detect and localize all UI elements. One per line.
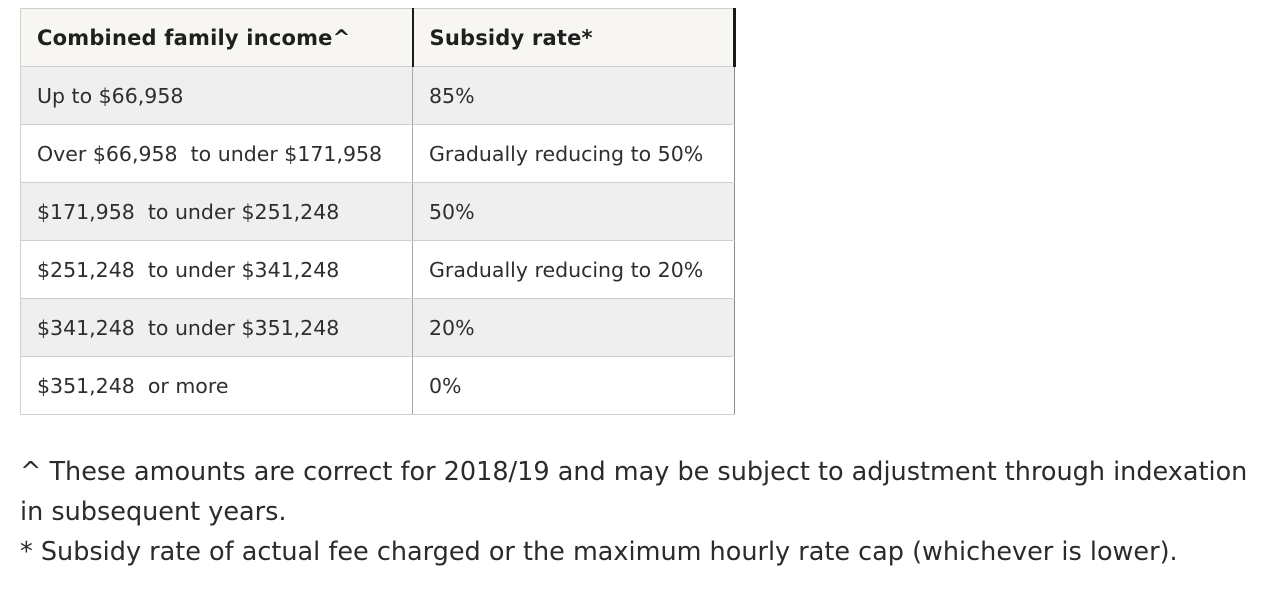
income-cell: $171,958 to under $251,248 <box>20 182 413 241</box>
subsidy-rate-cell: Gradually reducing to 50% <box>412 124 735 183</box>
subsidy-rate-cell: 0% <box>412 356 735 415</box>
income-cell: Up to $66,958 <box>20 66 413 125</box>
subsidy-rate-cell: Gradually reducing to 20% <box>412 240 735 299</box>
table-footnotes: ^ These amounts are correct for 2018/19 … <box>20 452 1260 572</box>
table-row: $251,248 to under $341,248 Gradually red… <box>20 240 735 299</box>
table-row: $341,248 to under $351,248 20% <box>20 298 735 357</box>
subsidy-rate-cell: 50% <box>412 182 735 241</box>
table-row: Over $66,958 to under $171,958 Gradually… <box>20 124 735 183</box>
income-footnote: ^ These amounts are correct for 2018/19 … <box>20 457 1248 527</box>
income-cell: $341,248 to under $351,248 <box>20 298 413 357</box>
table-row: $171,958 to under $251,248 50% <box>20 182 735 241</box>
subsidy-rate-cell: 20% <box>412 298 735 357</box>
subsidy-rate-cell: 85% <box>412 66 735 125</box>
subsidy-rate-footnote: * Subsidy rate of actual fee charged or … <box>20 537 1178 567</box>
column-header-subsidy-rate: Subsidy rate* <box>412 8 736 67</box>
table-row: Up to $66,958 85% <box>20 66 735 125</box>
income-cell: $251,248 to under $341,248 <box>20 240 413 299</box>
income-cell: Over $66,958 to under $171,958 <box>20 124 413 183</box>
table-header-row: Combined family income^ Subsidy rate* <box>20 8 736 67</box>
income-cell: $351,248 or more <box>20 356 413 415</box>
column-header-combined-family-income: Combined family income^ <box>20 8 414 67</box>
table-row: $351,248 or more 0% <box>20 356 735 415</box>
subsidy-rate-table: Combined family income^ Subsidy rate* Up… <box>20 8 736 415</box>
